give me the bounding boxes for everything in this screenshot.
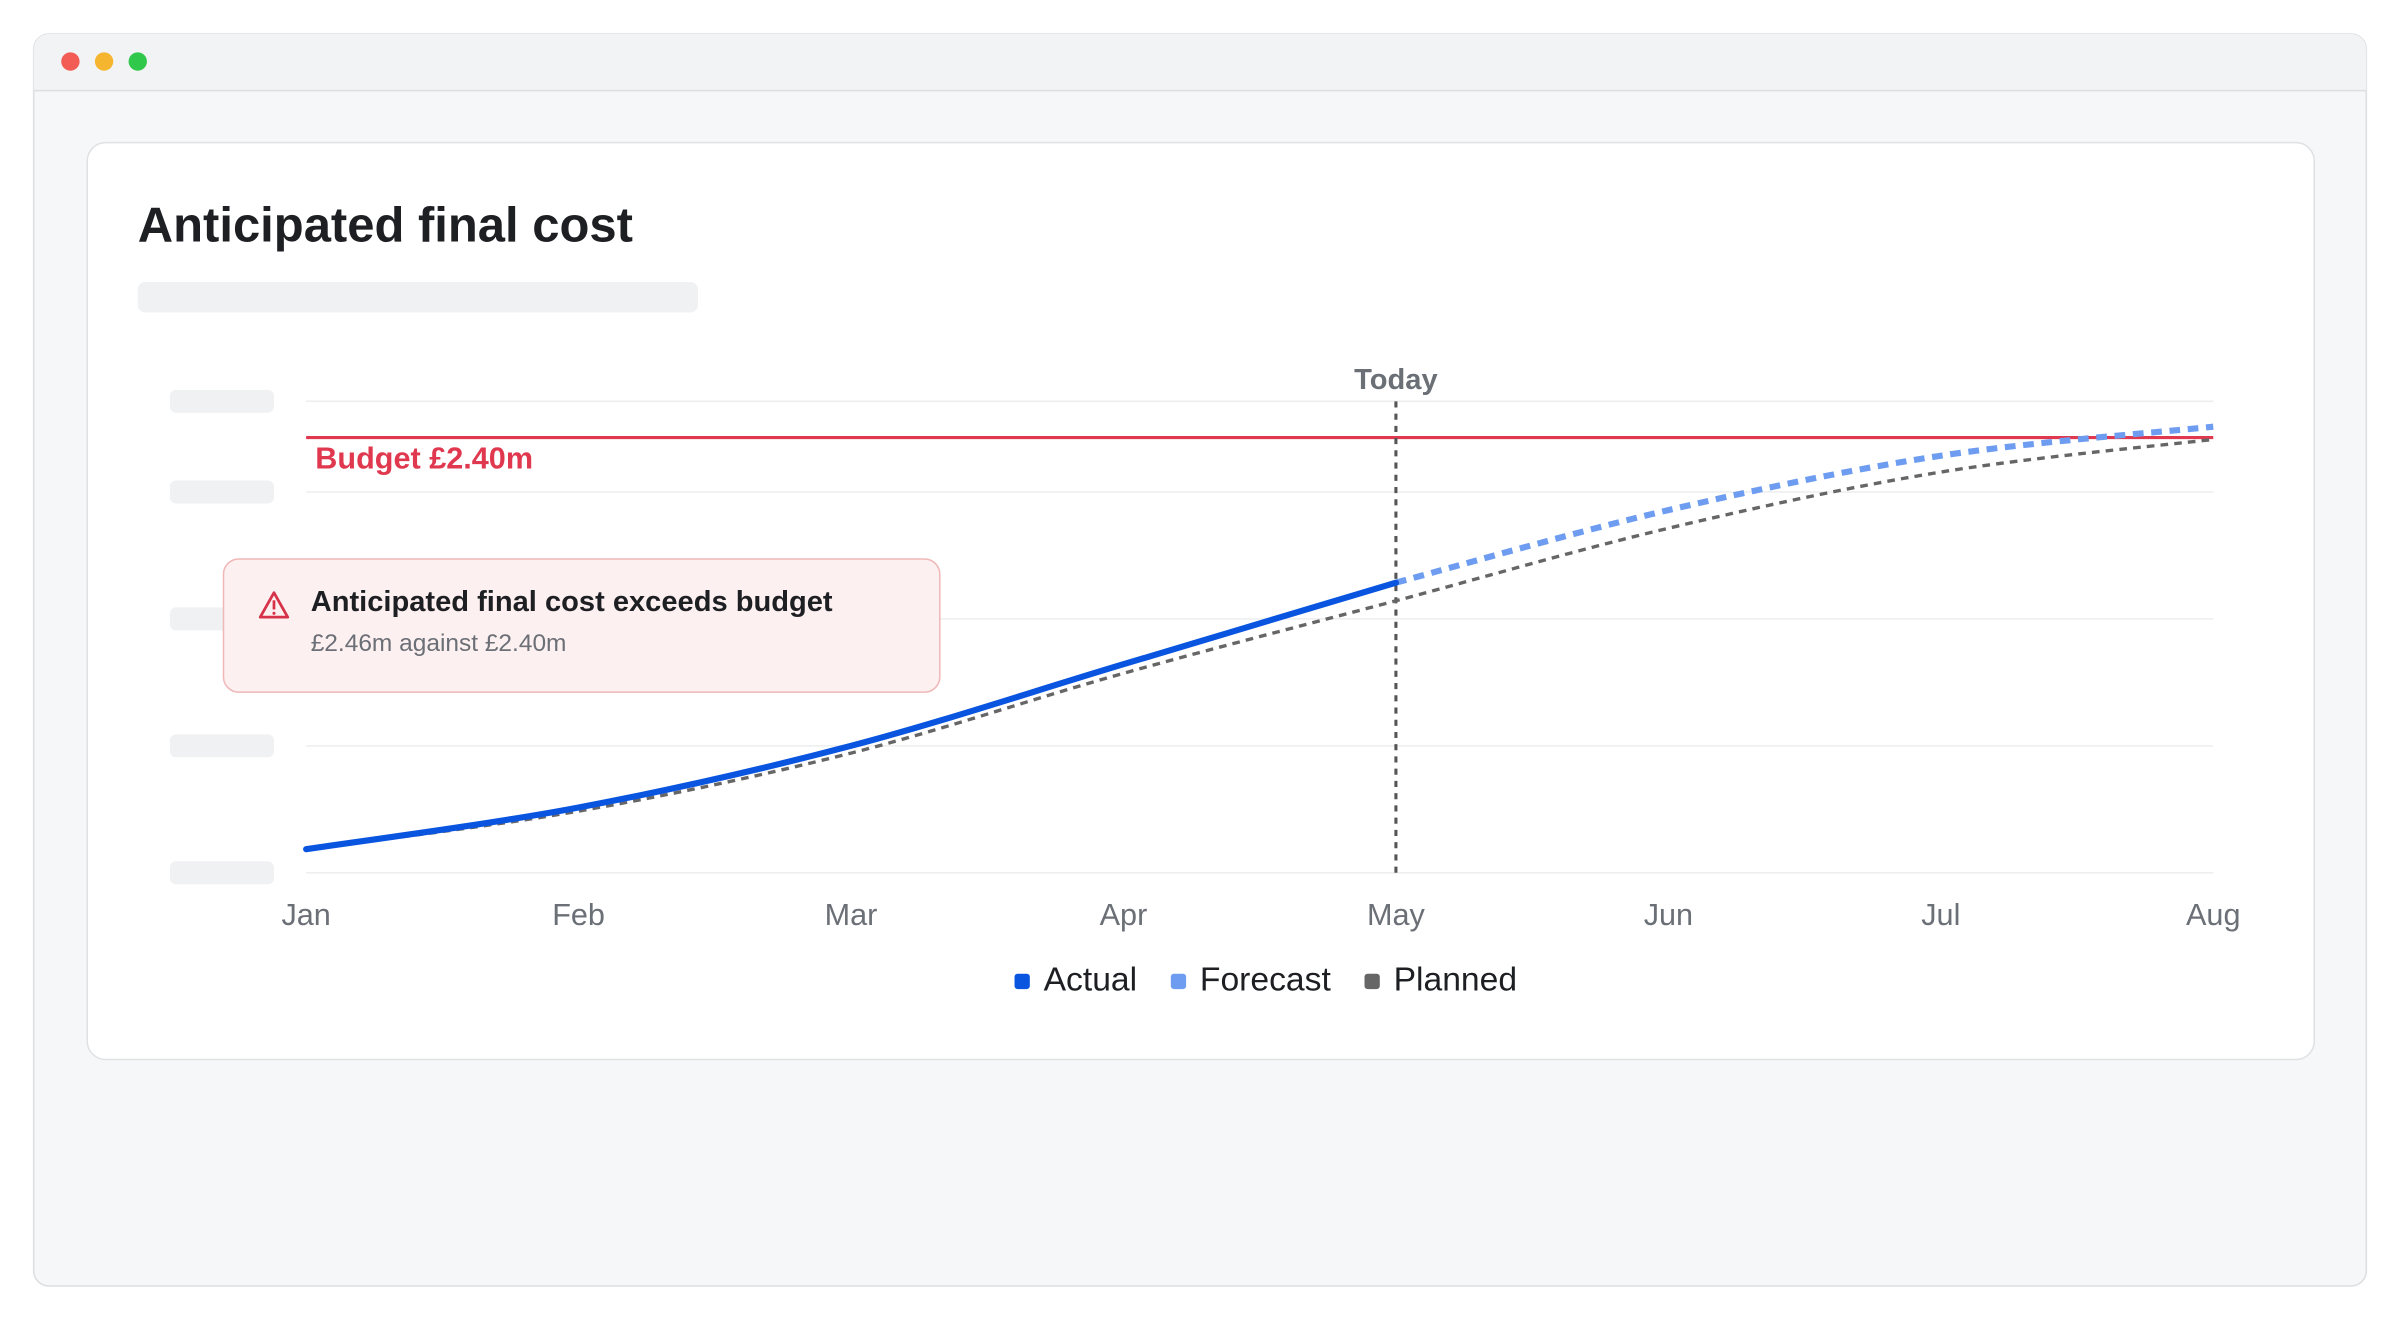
x-tick-label: Mar — [825, 898, 878, 932]
x-tick-label: Feb — [552, 898, 605, 932]
alert-box — [222, 558, 941, 693]
x-tick-label: Jul — [1921, 898, 1960, 932]
warning-icon — [272, 611, 276, 615]
y-tick-placeholder — [169, 861, 274, 885]
alert: Anticipated final cost exceeds budget £2… — [222, 558, 941, 693]
x-tick-label: May — [1367, 898, 1426, 932]
legend-swatch — [1170, 973, 1187, 990]
chart-title: Anticipated final cost — [138, 198, 633, 252]
legend: Actual Forecast Planned — [1014, 961, 1518, 998]
legend-label: Actual — [1044, 961, 1138, 998]
x-tick-label: Aug — [2186, 898, 2240, 932]
x-tick-label: Jan — [281, 898, 330, 932]
title-bar — [33, 33, 2367, 91]
x-tick-label: Apr — [1100, 898, 1148, 932]
budget-label: Budget £2.40m — [315, 442, 533, 476]
x-tick-label: Jun — [1644, 898, 1693, 932]
card — [86, 141, 2316, 1061]
placeholder — [137, 281, 698, 313]
legend-swatch — [1014, 973, 1030, 990]
maximize-button[interactable] — [128, 52, 147, 71]
alert-title: Anticipated final cost exceeds budget — [311, 586, 833, 618]
series-line — [303, 579, 1399, 853]
minimize-button[interactable] — [94, 52, 114, 71]
y-tick-placeholder — [169, 734, 274, 758]
legend-swatch — [1364, 973, 1380, 990]
legend-label: Forecast — [1200, 961, 1332, 998]
close-button[interactable] — [61, 52, 80, 71]
today-label: Today — [1354, 364, 1438, 396]
warning-icon — [258, 591, 290, 619]
legend-label: Planned — [1394, 961, 1518, 998]
y-tick-placeholder — [169, 480, 274, 504]
y-tick-placeholder — [169, 389, 274, 413]
alert-detail: £2.46m against £2.40m — [311, 630, 567, 657]
series-line — [305, 437, 2214, 851]
